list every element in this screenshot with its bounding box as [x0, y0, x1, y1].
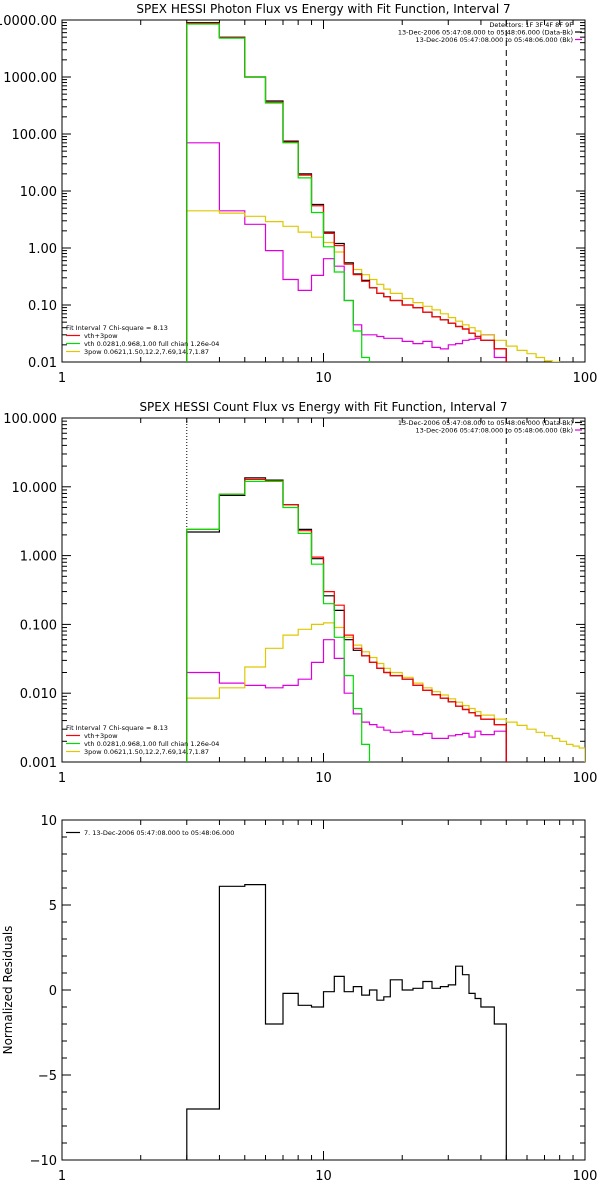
annotation-line: 13-Dec-2006 05:47:08.000 to 05:48:06.000…	[398, 419, 573, 427]
y-tick-label: 1.000	[20, 550, 57, 565]
x-tick-label: 100	[573, 771, 598, 786]
annotation-line: 13-Dec-2006 05:47:08.000 to 05:48:06.000…	[398, 29, 573, 37]
series-vth	[186, 23, 371, 362]
series-vth+3pow	[186, 22, 507, 362]
series-group	[186, 22, 561, 362]
y-tick-label: 1000.00	[3, 71, 57, 86]
series-3pow	[186, 622, 585, 762]
x-tick-label: 100	[573, 1169, 598, 1184]
series-group	[186, 477, 585, 762]
legend-label: vth+3pow	[84, 332, 118, 340]
legend-label: vth 0.0281,0.968,1.00 full chian 1.26e-0…	[84, 740, 219, 748]
x-tick-label: 100	[573, 371, 598, 386]
y-axis-label: Normalized Residuals	[1, 926, 15, 1055]
y-tick-label: 100.00	[12, 128, 58, 143]
y-tick-label: 10.00	[20, 185, 57, 200]
series-residuals	[186, 884, 507, 1160]
chart-panel-3: 1 10 100 10 5 0 −5 −10 Normalized Residuals 7. 13…	[1, 814, 597, 1184]
chart-title: SPEX HESSI Count Flux vs Energy with Fit…	[139, 400, 507, 414]
legend-label: vth+3pow	[84, 732, 118, 740]
y-tick-label: 10	[40, 814, 57, 829]
series-data	[186, 477, 507, 762]
x-tick-label: 1	[58, 1169, 66, 1184]
series-background	[186, 142, 507, 362]
x-tick-label: 10	[315, 371, 332, 386]
y-tick-label: 10000.00	[0, 14, 57, 29]
y-tick-label: 0.010	[20, 687, 57, 702]
y-tick-label: −5	[38, 1069, 57, 1084]
legend-label: vth 0.0281,0.968,1.00 full chian 1.26e-0…	[84, 340, 219, 348]
x-tick-label: 1	[58, 771, 66, 786]
x-tick-label: 1	[58, 371, 66, 386]
series-background	[186, 639, 507, 762]
chart-title: SPEX HESSI Photon Flux vs Energy with Fi…	[136, 2, 510, 16]
x-tick-label: 10	[315, 1169, 332, 1184]
legend-label: 3pow 0.0621,1.50,12.2,7.69,14.7,1.87	[84, 348, 209, 356]
series-vth	[186, 480, 371, 762]
series-vth+3pow	[186, 478, 507, 762]
legend-label: 3pow 0.0621,1.50,12.2,7.69,14.7,1.87	[84, 748, 209, 756]
y-tick-label: −10	[30, 1154, 57, 1169]
y-tick-label: 0.01	[28, 356, 57, 371]
y-tick-label: 5	[49, 899, 57, 914]
series-data	[186, 22, 507, 362]
legend-header: Fit Interval 7 Chi-square = 8.13	[66, 324, 168, 332]
chart-panel-1: SPEX HESSI Photon Flux vs Energy with Fi…	[0, 2, 597, 386]
annotation-line: 13-Dec-2006 05:47:08.000 to 05:48:06.000…	[416, 36, 574, 44]
y-tick-label: 10.000	[12, 481, 58, 496]
y-tick-label: 0	[49, 984, 57, 999]
series-3pow	[186, 210, 561, 362]
legend-label: 7. 13-Dec-2006 05:47:08.000 to 05:48:06.…	[84, 829, 234, 837]
legend-header: Fit Interval 7 Chi-square = 8.13	[66, 724, 168, 732]
y-tick-label: 1.00	[28, 242, 57, 257]
series-group	[186, 884, 507, 1160]
y-tick-label: 0.100	[20, 618, 57, 633]
y-tick-label: 0.001	[20, 756, 57, 771]
y-tick-label: 100.000	[3, 412, 57, 427]
x-tick-label: 10	[315, 771, 332, 786]
annotation-line: 13-Dec-2006 05:47:08.000 to 05:48:06.000…	[416, 427, 574, 435]
annotation-line: Detectors: 1F 3F 4F 8F 9F	[489, 21, 573, 29]
chart-panel-2: SPEX HESSI Count Flux vs Energy with Fit…	[3, 400, 597, 786]
y-tick-label: 0.10	[28, 299, 57, 314]
